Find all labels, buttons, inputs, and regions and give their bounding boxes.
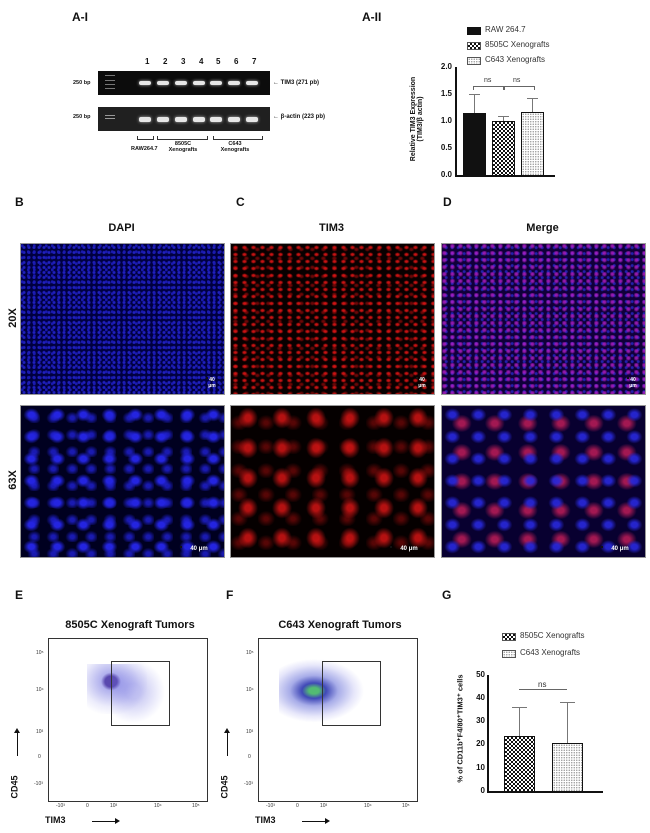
- bar-c643: [552, 743, 583, 792]
- y-tick: 1.0: [440, 116, 452, 125]
- y-tick: 2.0: [440, 62, 452, 71]
- panel-label-g: G: [442, 588, 452, 602]
- gate-box: [111, 661, 170, 726]
- y-tick: 10: [476, 763, 485, 772]
- scale-bar: 40 μm: [180, 546, 218, 552]
- y-axis-label: % of CD11b⁺F4/80⁺TIM3⁺ cells: [455, 674, 465, 783]
- y-axis-label: Relative TIM3 Expression (TIM3/β actin): [410, 76, 424, 162]
- y-tick: 0.5: [440, 143, 452, 152]
- legend-item: 8505C Xenografts: [520, 631, 585, 640]
- x-axis-label: TIM3: [255, 815, 276, 825]
- x-axis-label: TIM3: [45, 815, 66, 825]
- flow-plot-c643: [258, 638, 418, 802]
- significance-label: ns: [538, 680, 547, 689]
- bar-raw264-7: [463, 113, 486, 176]
- legend-item: RAW 264.7: [485, 25, 526, 34]
- panel-label-b: B: [15, 195, 24, 209]
- bar-c643: [521, 112, 544, 176]
- legend-swatch: [467, 57, 481, 65]
- legend-swatch: [467, 27, 481, 35]
- lane-number: 3: [181, 57, 186, 66]
- significance-label: ns: [484, 77, 492, 84]
- scale-bar: 40 μm: [601, 546, 639, 552]
- group-label: RAW264.7: [131, 146, 158, 152]
- scale-bar: 40 μm: [416, 377, 428, 389]
- gate-box: [322, 661, 381, 726]
- y-axis-label: CD45: [9, 775, 20, 799]
- panel-label-c: C: [236, 195, 245, 209]
- column-title-dapi: DAPI: [108, 222, 135, 234]
- merge-20x-image: 40 μm: [441, 243, 646, 395]
- y-tick: 0.0: [440, 170, 452, 179]
- panel-label-a-ii: A-II: [362, 10, 382, 24]
- scale-bar: 40 μm: [390, 546, 428, 552]
- scale-bar: 40 μm: [206, 377, 218, 389]
- gel-top: [98, 71, 270, 95]
- lane-number: 4: [199, 57, 204, 66]
- beta-actin-band-label: ← β-actin (223 pb): [273, 114, 326, 120]
- y-axis-label: CD45: [219, 775, 230, 799]
- y-tick: 20: [476, 739, 485, 748]
- legend-swatch: [502, 633, 516, 641]
- panel-label-a-i: A-I: [72, 10, 88, 24]
- significance-label: ns: [513, 77, 521, 84]
- bar-8505c: [492, 121, 515, 176]
- flow-title-8505c: 8505C Xenograft Tumors: [65, 619, 195, 631]
- marker-label: 250 bp: [73, 80, 91, 86]
- tim3-20x-image: 40 μm: [230, 243, 435, 395]
- y-tick: 30: [476, 716, 485, 725]
- flow-title-c643: C643 Xenograft Tumors: [278, 619, 402, 631]
- group-label: C643 Xenografts: [220, 141, 250, 153]
- y-tick: 0: [480, 786, 485, 795]
- column-title-merge: Merge: [526, 222, 559, 234]
- y-tick: 50: [476, 670, 485, 679]
- group-label: 8505C Xenografts: [168, 141, 198, 153]
- panel-label-d: D: [443, 195, 452, 209]
- panel-label-f: F: [226, 588, 234, 602]
- legend-item: C643 Xenografts: [520, 648, 581, 657]
- gel-bottom: [98, 107, 270, 131]
- y-tick: 40: [476, 693, 485, 702]
- lane-number: 5: [216, 57, 221, 66]
- merge-63x-image: 40 μm: [441, 405, 646, 558]
- lane-number: 7: [252, 57, 257, 66]
- y-tick: 1.5: [440, 89, 452, 98]
- legend-item: 8505C Xenografts: [485, 40, 550, 49]
- flow-plot-8505c: [48, 638, 208, 802]
- column-title-tim3: TIM3: [318, 222, 345, 234]
- lane-number: 1: [145, 57, 150, 66]
- legend-swatch: [502, 650, 516, 658]
- tim3-63x-image: 40 μm: [230, 405, 435, 558]
- bar-8505c: [504, 736, 535, 792]
- dapi-63x-image: 40 μm: [20, 405, 225, 558]
- lane-number: 6: [234, 57, 239, 66]
- row-label-20x: 20X: [7, 308, 19, 328]
- row-label-63x: 63X: [7, 470, 19, 490]
- tim3-band-label: ← TIM3 (271 pb): [273, 80, 320, 86]
- scale-bar: 40 μm: [627, 377, 639, 389]
- dapi-20x-image: 40 μm: [20, 243, 225, 395]
- lane-number: 2: [163, 57, 168, 66]
- marker-label: 250 bp: [73, 114, 91, 120]
- legend-item: C643 Xenografts: [485, 55, 546, 64]
- legend-swatch: [467, 42, 481, 50]
- panel-label-e: E: [15, 588, 24, 602]
